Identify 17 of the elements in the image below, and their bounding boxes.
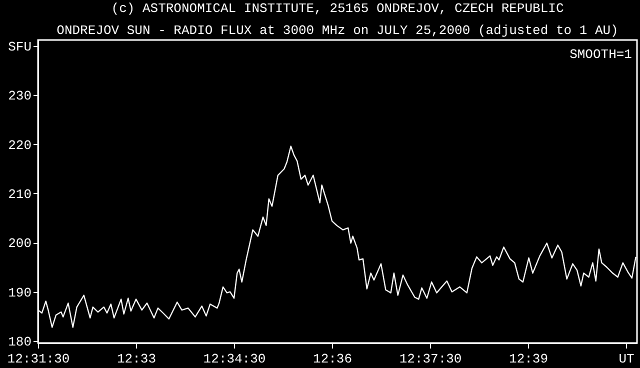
y-tick-label: 220 (8, 138, 32, 153)
y-tick-label: SFU (8, 39, 32, 54)
x-tick-label: 12:34:30 (203, 352, 266, 366)
x-tick-label: 12:33 (116, 352, 156, 366)
x-tick-label: 12:36 (313, 352, 352, 366)
chart-title: (c) ASTRONOMICAL INSTITUTE, 25165 ONDREJOV, CZECH REPUBLIC (111, 0, 564, 16)
y-tick-label: 210 (8, 186, 32, 202)
x-tick-label: 12:39 (509, 352, 548, 366)
y-tick-label: 200 (8, 236, 32, 252)
x-tick-label: UT (618, 352, 635, 366)
x-tick-label: 12:37:30 (399, 352, 462, 366)
y-tick-label: 190 (8, 285, 32, 300)
y-tick-label: 230 (8, 88, 32, 104)
chart-subtitle: ONDREJOV SUN - RADIO FLUX at 3000 MHz on JULY 25,2000 (adjusted to 1 AU) (56, 22, 618, 38)
annotation: SMOOTH=1 (570, 47, 632, 62)
x-tick-label: 12:31:30 (7, 352, 70, 366)
y-tick-label: 180 (8, 334, 32, 350)
